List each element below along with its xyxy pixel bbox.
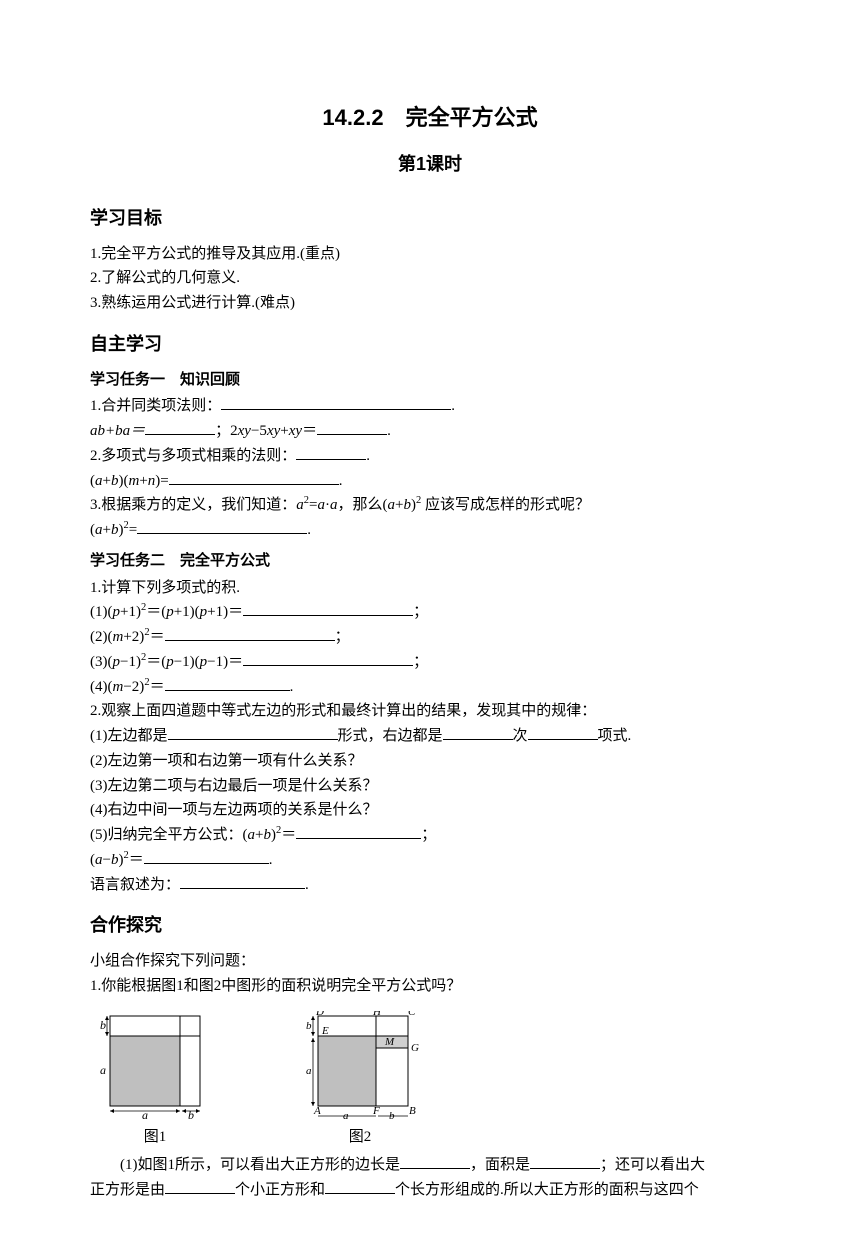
svg-text:b: b: [188, 1108, 194, 1121]
blank: [144, 850, 269, 864]
blank: [169, 470, 339, 484]
svg-text:D: D: [315, 1011, 324, 1018]
svg-text:a: a: [142, 1108, 148, 1121]
blank: [528, 726, 598, 740]
coop-p1: (1)如图1所示，可以看出大正方形的边长是，面积是；还可以看出大: [90, 1153, 770, 1178]
coop-p2: 正方形是由个小正方形和个长方形组成的.所以大正方形的面积与这四个: [90, 1178, 770, 1203]
figure-2-svg: D H C E M G A F B b a a b: [290, 1011, 430, 1121]
lesson-title: 第1课时: [90, 150, 770, 180]
blank: [400, 1155, 470, 1169]
task2-q2-6: (a−b)2＝.: [90, 848, 770, 873]
coop-header: 合作探究: [90, 911, 770, 941]
blank: [180, 874, 305, 888]
task1-q3: 3.根据乘方的定义，我们知道：a2=a·a，那么(a+b)2 应该写成怎样的形式…: [90, 493, 770, 518]
svg-text:A: A: [313, 1105, 321, 1117]
svg-text:M: M: [384, 1036, 395, 1048]
goal-item: 2.了解公式的几何意义.: [90, 266, 770, 291]
figure-2-caption: 图2: [290, 1125, 430, 1150]
blank: [168, 726, 338, 740]
blank: [243, 652, 413, 666]
svg-text:E: E: [321, 1025, 329, 1037]
svg-text:b: b: [100, 1018, 106, 1032]
svg-text:a: a: [306, 1065, 312, 1077]
goal-item: 1.完全平方公式的推导及其应用.(重点): [90, 242, 770, 267]
svg-text:C: C: [408, 1011, 416, 1018]
blank: [165, 676, 290, 690]
figure-2: D H C E M G A F B b a a b 图2: [290, 1011, 430, 1150]
task2-q2-1: (1)左边都是形式，右边都是次项式.: [90, 724, 770, 749]
blank: [165, 627, 335, 641]
svg-text:F: F: [372, 1105, 380, 1117]
task2-q2-2: (2)左边第一项和右边第一项有什么关系？: [90, 749, 770, 774]
task2-q1-4: (4)(m−2)2＝.: [90, 675, 770, 700]
blank: [530, 1155, 600, 1169]
blank: [145, 421, 215, 435]
svg-text:B: B: [409, 1105, 416, 1117]
svg-text:b: b: [389, 1110, 395, 1121]
svg-text:a: a: [343, 1110, 349, 1121]
figure-1-caption: 图1: [90, 1125, 220, 1150]
task2-q1-3: (3)(p−1)2＝(p−1)(p−1)＝；: [90, 650, 770, 675]
task2-q2-4: (4)右边中间一项与左边两项的关系是什么？: [90, 798, 770, 823]
selfstudy-header: 自主学习: [90, 330, 770, 360]
blank: [165, 1180, 235, 1194]
coop-lead: 小组合作探究下列问题：: [90, 949, 770, 974]
task2-q2-lead: 2.观察上面四道题中等式左边的形式和最终计算出的结果，发现其中的规律：: [90, 699, 770, 724]
coop-q1: 1.你能根据图1和图2中图形的面积说明完全平方公式吗？: [90, 974, 770, 999]
figure-1: b a a b 图1: [90, 1011, 220, 1150]
svg-text:H: H: [372, 1011, 382, 1018]
task1-q3b: (a+b)2=.: [90, 518, 770, 543]
task1-q1b: ab+ba＝；2xy−5xy+xy＝.: [90, 419, 770, 444]
svg-text:G: G: [411, 1042, 419, 1054]
blank: [221, 396, 451, 410]
blank: [317, 421, 387, 435]
section-number: 14.2.2: [322, 105, 383, 130]
svg-text:b: b: [306, 1020, 312, 1032]
blank: [243, 602, 413, 616]
figure-1-svg: b a a b: [90, 1011, 220, 1121]
section-title: 14.2.2 完全平方公式: [90, 100, 770, 136]
task2-q1-2: (2)(m+2)2＝；: [90, 625, 770, 650]
blank: [443, 726, 513, 740]
task2-q2-7: 语言叙述为：.: [90, 873, 770, 898]
blank: [296, 446, 366, 460]
task1-q2: 2.多项式与多项式相乘的法则：.: [90, 444, 770, 469]
goal-item: 3.熟练运用公式进行计算.(难点): [90, 291, 770, 316]
figures-row: b a a b 图1 D H C E M G: [90, 1011, 770, 1150]
blank: [325, 1180, 395, 1194]
svg-text:a: a: [100, 1063, 106, 1077]
task1-q1: 1.合并同类项法则：.: [90, 394, 770, 419]
task2-q1-lead: 1.计算下列多项式的积.: [90, 576, 770, 601]
task1-q2b: (a+b)(m+n)=.: [90, 469, 770, 494]
task2-q2-5: (5)归纳完全平方公式：(a+b)2＝；: [90, 823, 770, 848]
blank: [296, 825, 421, 839]
goals-header: 学习目标: [90, 204, 770, 234]
task1-header: 学习任务一 知识回顾: [90, 368, 770, 393]
task2-q2-3: (3)左边第二项与右边最后一项是什么关系？: [90, 774, 770, 799]
task2-header: 学习任务二 完全平方公式: [90, 549, 770, 574]
blank: [137, 520, 307, 534]
task2-q1-1: (1)(p+1)2＝(p+1)(p+1)＝；: [90, 600, 770, 625]
section-name: 完全平方公式: [406, 105, 538, 130]
